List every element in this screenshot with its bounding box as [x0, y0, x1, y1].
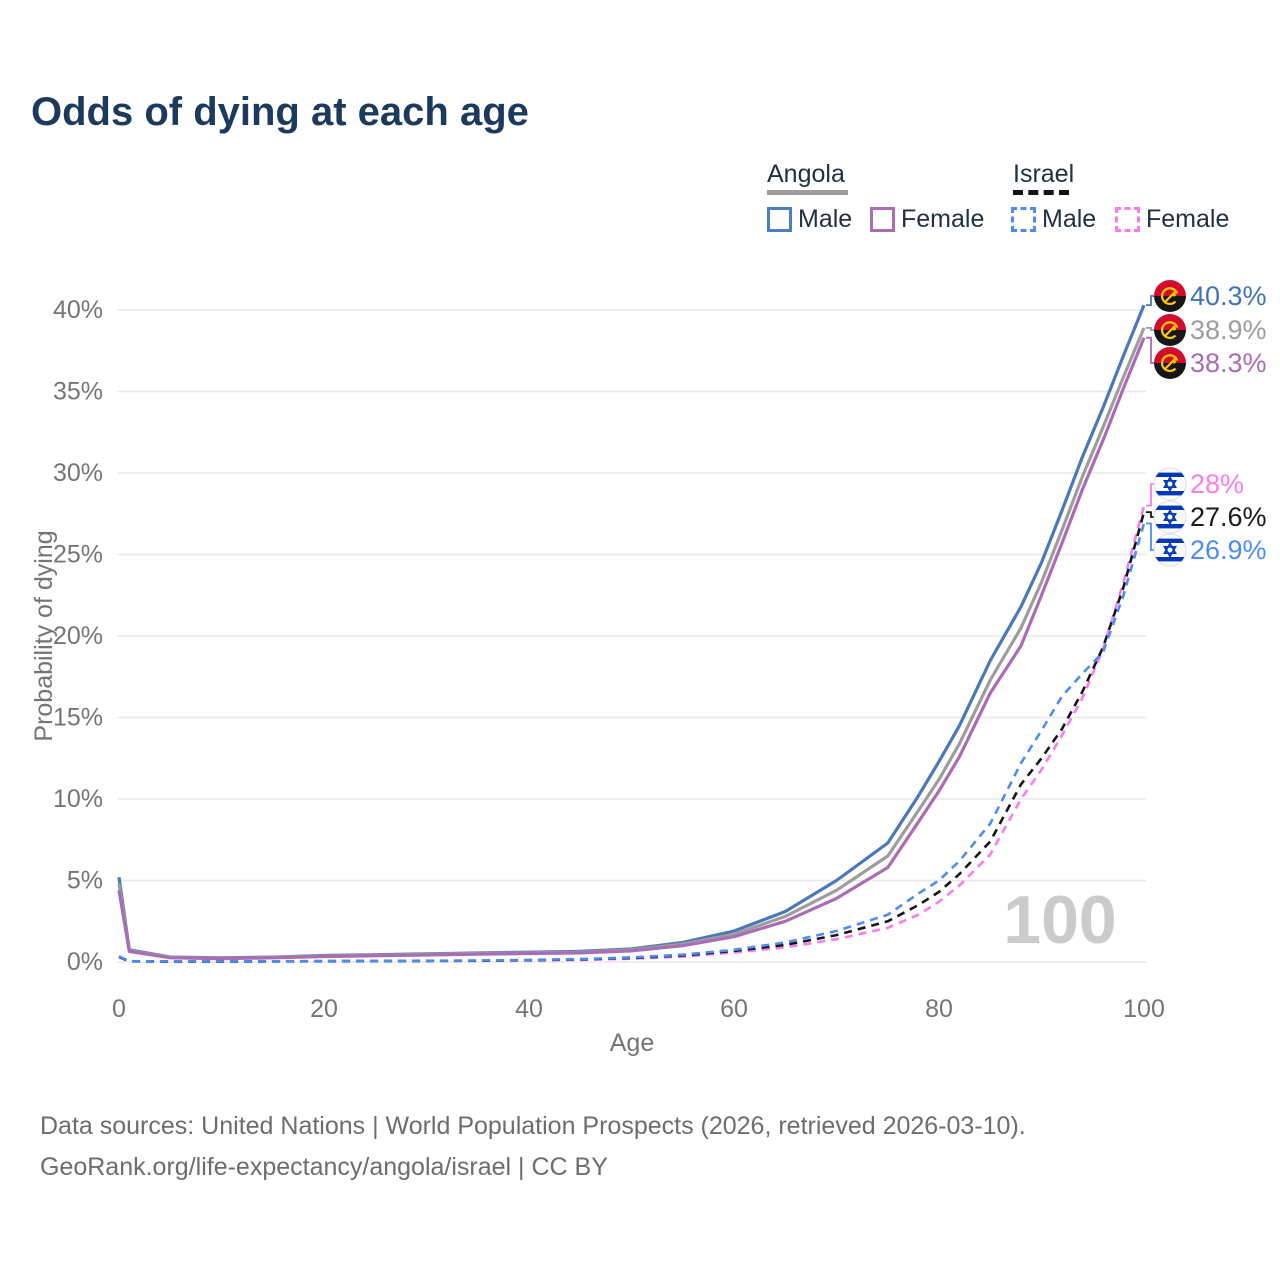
series-line-angola-female: [117, 337, 1146, 961]
israel-flag-icon: [1154, 468, 1186, 500]
series-line-angola-male: [117, 304, 1146, 960]
x-axis-title: Age: [610, 1029, 654, 1057]
x-tick-label: 40: [515, 995, 543, 1023]
watermark: 100: [1003, 882, 1116, 958]
y-axis-title: Probability of dying: [30, 530, 58, 741]
x-tick-label: 0: [112, 995, 126, 1023]
label-connector-israel-female: [1146, 483, 1154, 507]
label-connector-israel: [1146, 511, 1154, 518]
series-line-israel-male: [118, 523, 1146, 963]
legend-israel-female-swatch[interactable]: [1115, 207, 1140, 232]
y-tick-label: 0%: [67, 948, 103, 976]
label-connector-angola: [1146, 327, 1154, 331]
x-tick-label: 80: [925, 995, 953, 1023]
page-title: Odds of dying at each age: [31, 90, 529, 134]
y-tick-label: 40%: [53, 296, 103, 324]
israel-flag-icon: [1154, 534, 1186, 566]
end-value-label-israel-female: 28%: [1190, 469, 1244, 499]
angola-flag-icon: [1154, 314, 1186, 346]
y-tick-label: 25%: [53, 541, 103, 569]
legend-group-angola[interactable]: Angola: [767, 160, 845, 188]
x-tick-label: 100: [1123, 995, 1165, 1023]
angola-flag-icon: [1154, 347, 1186, 379]
y-tick-label: 10%: [53, 785, 103, 813]
end-value-label-angola: 38.9%: [1190, 315, 1267, 345]
y-tick-label: 35%: [53, 378, 103, 406]
y-tick-label: 5%: [67, 867, 103, 895]
legend-israel-line-swatch: [1013, 190, 1069, 195]
end-value-label-angola-female: 38.3%: [1190, 348, 1267, 378]
x-tick-label: 60: [720, 995, 748, 1023]
series-line-israel: [118, 511, 1146, 963]
legend-israel-male-label[interactable]: Male: [1042, 205, 1097, 233]
y-tick-label: 30%: [53, 459, 103, 487]
legend-angola-line-swatch: [767, 190, 848, 195]
legend-israel-male-swatch[interactable]: [1011, 207, 1036, 232]
x-tick-label: 20: [310, 995, 338, 1023]
legend-israel-female-label[interactable]: Female: [1146, 205, 1230, 233]
legend-angola-female-label[interactable]: Female: [901, 205, 985, 233]
legend-group-israel[interactable]: Israel: [1013, 160, 1075, 188]
angola-flag-icon: [1154, 280, 1186, 312]
label-connector-angola-male: [1146, 295, 1154, 306]
footer: Data sources: United Nations | World Pop…: [40, 1106, 1026, 1188]
legend-angola-male-label[interactable]: Male: [798, 205, 853, 233]
label-connector-angola-female: [1146, 336, 1154, 364]
legend-angola-male-swatch[interactable]: [767, 207, 792, 232]
end-value-label-israel: 27.6%: [1190, 502, 1267, 532]
series-line-israel-female: [118, 505, 1146, 963]
end-value-label-israel-male: 26.9%: [1190, 535, 1267, 565]
label-connector-israel-male: [1146, 522, 1154, 551]
footer-link[interactable]: GeoRank.org/life-expectancy/angola/israe…: [40, 1153, 608, 1181]
end-value-label-angola-male: 40.3%: [1190, 281, 1267, 311]
data-sources-line: Data sources: United Nations | World Pop…: [40, 1112, 1026, 1140]
series-line-angola: [117, 327, 1146, 960]
israel-flag-icon: [1154, 501, 1186, 533]
y-tick-label: 20%: [53, 622, 103, 650]
legend-angola-female-swatch[interactable]: [870, 207, 895, 232]
y-tick-label: 15%: [53, 704, 103, 732]
